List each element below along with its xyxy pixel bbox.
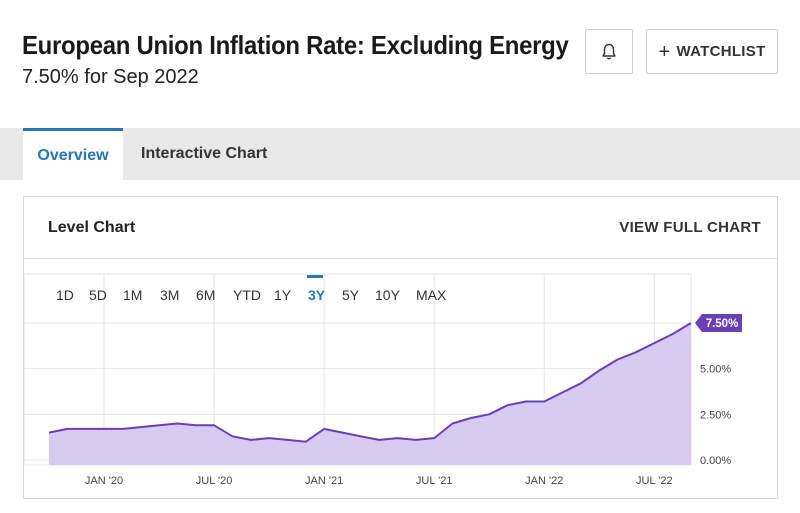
x-tick-label: JUL '20 xyxy=(196,475,233,487)
page-title: European Union Inflation Rate: Excluding… xyxy=(22,30,569,60)
x-tick-label: JAN '21 xyxy=(305,475,343,487)
area-fill xyxy=(49,323,691,465)
series-line xyxy=(48,322,692,443)
range-5d[interactable]: 5D xyxy=(89,287,107,303)
x-tick-label: JUL '22 xyxy=(636,475,673,487)
y-tick-label: 2.50% xyxy=(700,409,731,421)
card-title: Level Chart xyxy=(48,219,136,236)
level-chart-card: Level Chart VIEW FULL CHART 0.00% 2.50% 5.… xyxy=(23,196,778,499)
watchlist-label: WATCHLIST xyxy=(676,43,766,60)
range-1d[interactable]: 1D xyxy=(56,287,74,303)
range-max[interactable]: MAX xyxy=(416,287,447,303)
card-divider xyxy=(24,258,777,259)
range-5y[interactable]: 5Y xyxy=(342,287,360,303)
y-tick-label: 5.00% xyxy=(700,364,731,376)
range-3m[interactable]: 3M xyxy=(160,287,180,303)
range-1m[interactable]: 1M xyxy=(123,287,143,303)
last-value-label: 7.50% xyxy=(706,318,739,330)
y-tick-label: 0.00% xyxy=(700,455,731,467)
tab-interactive-chart[interactable]: Interactive Chart xyxy=(141,145,268,162)
current-value-subtitle: 7.50% for Sep 2022 xyxy=(22,66,199,88)
tab-overview[interactable]: Overview xyxy=(23,128,123,180)
last-value-badge xyxy=(695,314,742,332)
range-6m[interactable]: 6M xyxy=(196,287,216,303)
bell-icon xyxy=(602,43,616,59)
x-tick-label: JUL '21 xyxy=(416,475,453,487)
add-to-watchlist-button[interactable]: + WATCHLIST xyxy=(646,29,778,74)
active-range-marker xyxy=(307,275,323,278)
range-10y[interactable]: 10Y xyxy=(375,287,400,303)
tab-bar: Overview Interactive Chart xyxy=(0,128,800,180)
x-tick-label: JAN '22 xyxy=(525,475,563,487)
level-chart: 0.00% 2.50% 5.00% 7.50% JAN '20 JUL '20 JAN '… xyxy=(24,273,742,487)
range-1y[interactable]: 1Y xyxy=(274,287,292,303)
range-3y[interactable]: 3Y xyxy=(308,287,326,303)
view-full-chart-link[interactable]: VIEW FULL CHART xyxy=(619,219,761,236)
range-ytd[interactable]: YTD xyxy=(233,287,261,303)
set-alert-button[interactable] xyxy=(585,29,633,74)
x-tick-label: JAN '20 xyxy=(85,475,123,487)
plus-icon: + xyxy=(658,40,671,63)
